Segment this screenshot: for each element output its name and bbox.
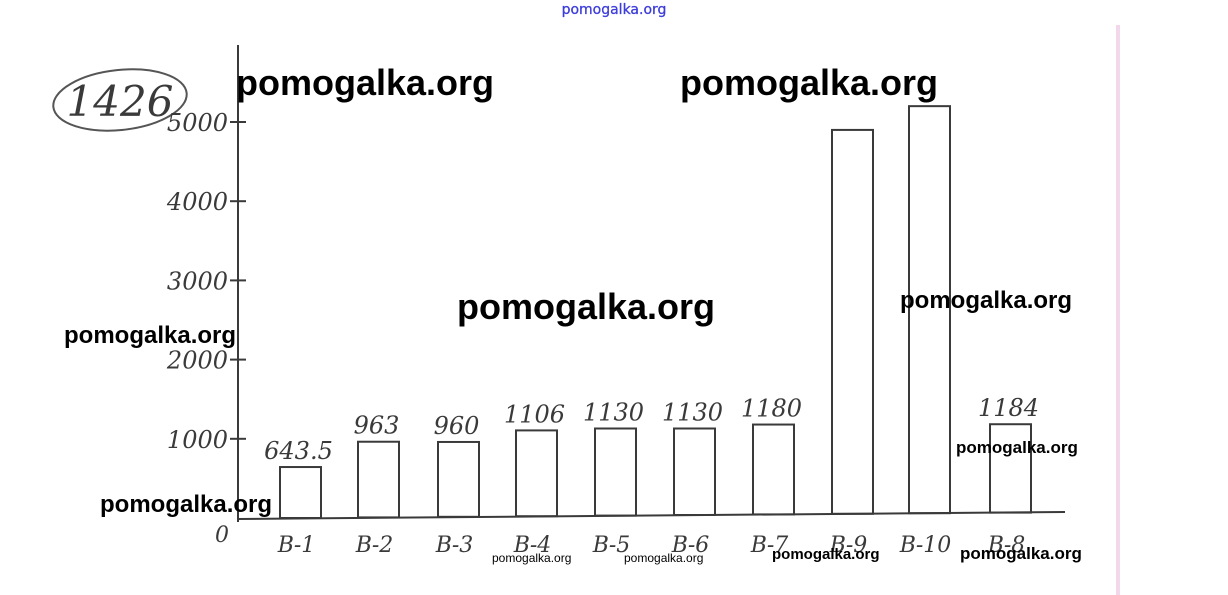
x-tick-label: В-4 [513,533,552,558]
bar [908,105,951,515]
problem-number-badge: 1426 [52,68,188,132]
watermark: pomogalka.org [900,287,1073,314]
x-tick-label: В-9 [829,533,868,558]
x-tick-label: В-8 [987,533,1026,558]
value-label: 1130 [662,399,723,427]
bar [673,427,716,516]
watermark: pomogalka.org [64,322,237,349]
watermark: pomogalka.org [624,551,704,565]
x-tick-label: В-1 [277,533,316,558]
bar [437,440,480,518]
watermark: pomogalka.org [492,551,572,565]
value-label: 960 [434,412,480,440]
y-tick-label: 3000 [167,267,228,295]
value-label: 1130 [583,399,644,427]
site-header-watermark: pomogalka.org [561,2,667,18]
bar [831,128,874,515]
watermark: pomogalka.org [956,438,1078,457]
problem-number: 1426 [67,77,174,126]
y-tick-label: 5000 [167,109,228,137]
watermark: pomogalka.org [236,62,495,103]
y-tick-label: 2000 [166,347,228,375]
bar [989,423,1032,514]
y-tick-label: 1000 [167,426,228,454]
watermark: pomogalka.org [960,544,1082,563]
value-label: 1106 [504,400,565,428]
x-tick-labels: В-1 В-2 В-3 В-4 В-5 В-6 В-7 В-9 В-10 В-8 [277,533,1026,558]
watermark: pomogalka.org [772,546,880,563]
bar [752,423,795,516]
bar [515,429,558,518]
value-label: 1180 [741,395,802,423]
watermark: pomogalka.org [680,62,939,103]
origin-label: 0 [215,523,229,548]
bar [594,427,637,517]
x-tick-label: В-3 [435,533,474,558]
y-tick-label: 4000 [166,188,228,216]
value-labels: 643.5 963 960 1106 1130 1130 1180 1184 [264,394,1039,465]
bar [279,466,322,519]
bars [279,105,1032,519]
watermark: pomogalka.org [100,491,273,518]
value-label: 643.5 [264,437,333,465]
x-tick-label: В-2 [355,533,394,558]
x-tick-label: В-7 [750,533,789,558]
value-label: 1184 [978,394,1039,422]
bar [357,440,400,519]
problem-number-oval [52,68,188,132]
x-tick-label: В-6 [671,533,710,558]
x-tick-label: В-5 [592,533,631,558]
paper-margin-line [1116,25,1120,595]
watermark: pomogalka.org [457,286,716,327]
x-tick-label: В-10 [899,533,952,558]
y-ticks: 1000 2000 3000 4000 5000 [166,109,246,454]
value-label: 963 [354,412,400,440]
